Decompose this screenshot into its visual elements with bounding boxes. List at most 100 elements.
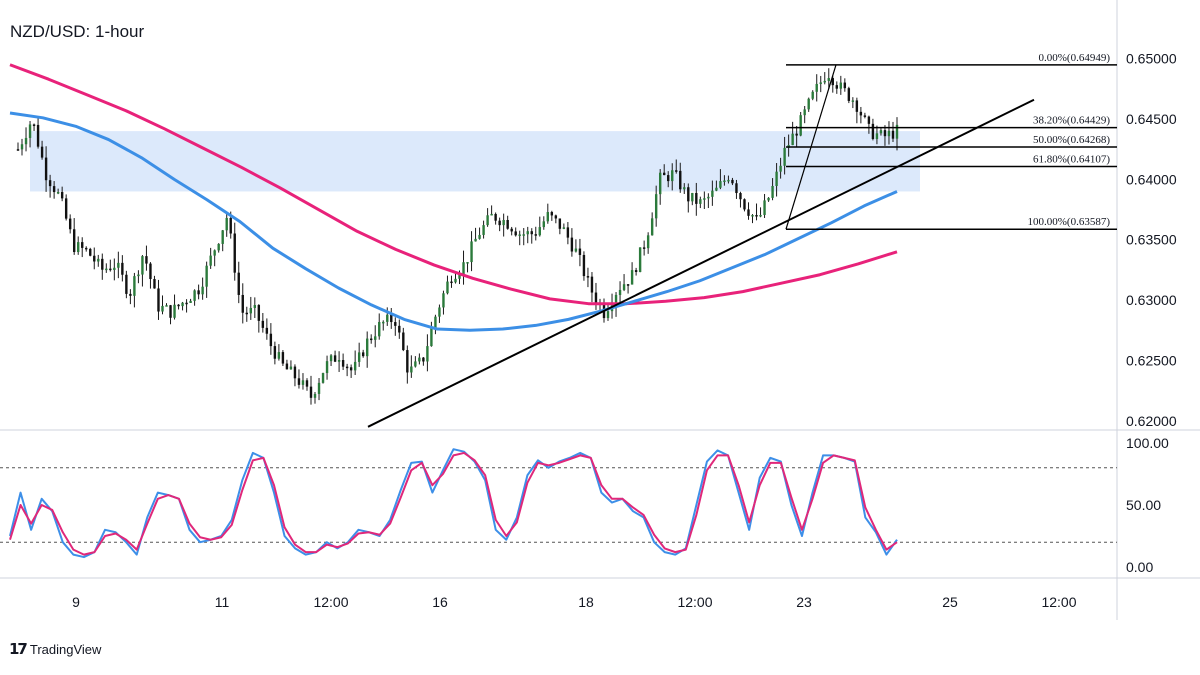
candle-body: [574, 248, 578, 252]
candle-body: [614, 294, 618, 306]
candle-body: [32, 124, 36, 126]
candle-body: [317, 382, 321, 394]
candle-body: [157, 288, 160, 312]
candle-body: [606, 311, 610, 319]
stoch-d-line: [9, 451, 898, 556]
time-tick-label: 11: [215, 594, 230, 610]
candle-body: [193, 290, 196, 301]
candle-body: [855, 100, 859, 112]
price-tick-label: 0.62000: [1126, 413, 1177, 429]
time-tick-label: 9: [72, 594, 80, 610]
trendline-layer: [367, 98, 1035, 428]
candle-body: [502, 219, 505, 226]
candle-body: [550, 212, 554, 216]
candle-body: [847, 88, 851, 101]
candle-body: [506, 219, 509, 229]
candle-body: [578, 248, 582, 255]
candle-body: [378, 321, 381, 337]
candle-body: [626, 284, 630, 286]
candle-body: [113, 267, 116, 270]
candle-body: [462, 262, 465, 275]
candle-body: [52, 186, 56, 193]
time-tick-label: 12:00: [677, 594, 712, 610]
candle-body: [663, 172, 666, 176]
candle-body: [422, 357, 425, 362]
candle-body: [827, 78, 830, 81]
candle-body: [634, 270, 638, 272]
candle-body: [153, 279, 156, 289]
price-tick-label: 0.62500: [1126, 352, 1177, 368]
candle-body: [337, 360, 341, 362]
candle-body: [751, 215, 754, 217]
price-tick-label: 0.65000: [1126, 51, 1177, 67]
fib-level-label: 38.20%(0.64429): [1033, 115, 1110, 127]
ascending-trendline: [367, 98, 1035, 428]
candle-body: [747, 209, 750, 216]
candle-body: [518, 234, 521, 236]
candle-body: [723, 180, 726, 182]
tradingview-logo[interactable]: 17 TradingView: [9, 640, 101, 658]
chart-title: NZD/USD: 1-hour: [10, 22, 144, 41]
candle-body: [679, 170, 682, 190]
price-tick-label: 0.63500: [1126, 232, 1177, 248]
candle-body: [321, 373, 325, 383]
candle-body: [851, 100, 855, 102]
candle-body: [590, 276, 594, 293]
time-tick-label: 12:00: [1041, 594, 1076, 610]
candle-body: [418, 357, 421, 362]
fibonacci-layer: 0.00%(0.64949) 38.20%(0.64429) 50.00%(0.64…: [785, 52, 1117, 230]
fib-level-label: 50.00%(0.64268): [1033, 134, 1110, 146]
candle-body: [301, 380, 305, 385]
candle-body: [129, 293, 132, 296]
candle-body: [85, 247, 88, 250]
candle-body: [727, 179, 730, 182]
candle-body: [859, 111, 863, 116]
candle-body: [386, 314, 389, 322]
candle-body: [28, 124, 32, 138]
candle-body: [133, 276, 136, 296]
candle-body: [269, 333, 273, 347]
candle-body: [562, 227, 566, 229]
candle-body: [169, 305, 172, 318]
price-tick-label: 0.63000: [1126, 292, 1177, 308]
candle-body: [871, 123, 875, 140]
axes-layer: 0.65000 0.64500 0.64000 0.63500 0.63000 0.625…: [72, 51, 1177, 610]
candle-body: [89, 248, 92, 256]
candle-body: [281, 352, 285, 364]
candle-body: [36, 124, 40, 147]
candle-body: [739, 193, 742, 200]
candle-body: [715, 187, 718, 191]
candle-body: [779, 165, 782, 172]
candle-body: [105, 268, 108, 271]
fib-level-label: 61.80%(0.64107): [1033, 153, 1110, 165]
candle-body: [394, 322, 397, 326]
candle-body: [759, 214, 762, 217]
candle-body: [582, 254, 586, 277]
candle-body: [815, 83, 818, 92]
candle-body: [145, 256, 148, 264]
candle-body: [558, 218, 562, 229]
candle-body: [406, 350, 409, 373]
candle-body: [879, 130, 883, 134]
candle-body: [101, 258, 104, 270]
resistance-zone-layer: [30, 131, 920, 192]
candle-body: [273, 346, 277, 359]
candle-body: [466, 262, 469, 264]
candle-body: [357, 352, 361, 362]
candle-body: [442, 293, 445, 308]
candle-body: [374, 336, 377, 340]
candle-body: [402, 332, 405, 351]
candle-body: [514, 231, 517, 236]
candle-body: [213, 250, 216, 256]
candle-body: [843, 82, 847, 89]
candle-body: [594, 292, 598, 304]
fib-level-label: 100.00%(0.63587): [1028, 216, 1111, 228]
candle-body: [811, 91, 814, 99]
candle-body: [426, 346, 429, 362]
candle-body: [109, 268, 112, 271]
candle-body: [285, 363, 289, 370]
candle-body: [458, 274, 461, 279]
candle-body: [398, 325, 401, 333]
candle-body: [807, 98, 810, 110]
